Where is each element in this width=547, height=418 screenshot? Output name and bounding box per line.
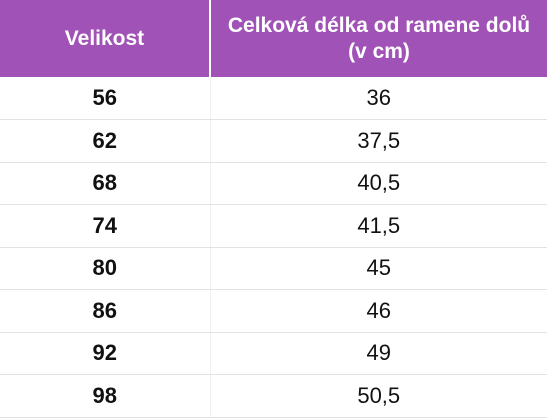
length-cell: 46 (210, 289, 547, 333)
table-row: 80 45 (0, 247, 547, 290)
length-cell: 40,5 (210, 162, 547, 205)
header-row: Velikost Celková délka od ramene dolů (v… (0, 0, 547, 77)
header-cell: Velikost (0, 0, 211, 77)
size-cell: 68 (0, 162, 211, 205)
length-cell: 36 (210, 77, 547, 120)
header-cell: Celková délka od ramene dolů (v cm) (210, 0, 547, 77)
length-cell: 45 (210, 247, 547, 290)
length-cell: 49 (210, 332, 547, 375)
table-row: 56 36 (0, 77, 547, 120)
size-cell: 80 (0, 247, 211, 290)
size-cell: 86 (0, 289, 211, 333)
length-cell: 50,5 (210, 374, 547, 418)
size-cell: 92 (0, 332, 211, 375)
size-cell: 98 (0, 374, 211, 418)
table-row: 98 50,5 (0, 374, 547, 418)
table-row: 74 41,5 (0, 204, 547, 248)
table-row: 62 37,5 (0, 119, 547, 163)
table-header: Velikost Celková délka od ramene dolů (v… (0, 0, 547, 77)
size-cell: 62 (0, 119, 211, 163)
table-row: 68 40,5 (0, 162, 547, 205)
table-row: 86 46 (0, 289, 547, 333)
table-body: 56 36 62 37,5 68 40,5 74 41,5 80 45 86 46 92 49 98 50,5 (0, 77, 547, 418)
size-cell: 56 (0, 77, 211, 120)
length-cell: 41,5 (210, 204, 547, 248)
size-cell: 74 (0, 204, 211, 248)
length-cell: 37,5 (210, 119, 547, 163)
table-row: 92 49 (0, 332, 547, 375)
